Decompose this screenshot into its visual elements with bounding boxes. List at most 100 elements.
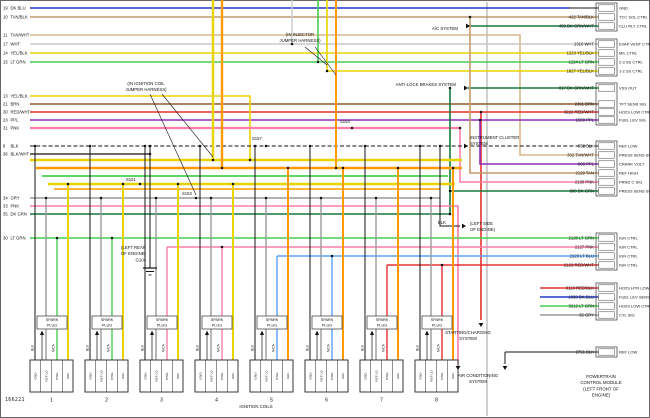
wire	[479, 120, 599, 165]
spark-plug-box	[201, 315, 233, 330]
pcm-title: ENGINE)	[592, 393, 611, 398]
spark-plug-box	[256, 315, 288, 330]
spark-plug-label: PLUG	[432, 324, 442, 328]
pcm-wire-label: 2127 PNK	[575, 245, 594, 250]
coil-number: 5	[270, 398, 273, 404]
pcm-connector-group	[595, 82, 618, 126]
junction-dot	[429, 196, 433, 200]
coil-pin-label: IGN	[66, 373, 70, 379]
left-pin-number: 31	[3, 126, 8, 131]
spark-plug-label: SPARK	[431, 318, 444, 322]
coil-number: 1	[50, 398, 53, 404]
left-pin-color-label: DK BLU	[11, 6, 26, 11]
pcm-wire-label: 1938 DK BLU	[568, 295, 594, 300]
flow-arrow-icon	[464, 143, 468, 149]
junction-dot	[440, 263, 444, 267]
pcm-pin-cell	[598, 67, 615, 75]
pcm-function-label: CRANK VOLT	[619, 162, 645, 167]
wire	[161, 93, 214, 158]
pcm-pin-cell	[598, 84, 615, 92]
wire	[30, 95, 251, 160]
wire-tag: N/CA	[437, 343, 441, 351]
coil-pin-label: REF LO	[154, 370, 158, 382]
spark-plug-box	[36, 315, 68, 330]
pcm-function-label: HO2S LOW CTRL	[619, 110, 650, 115]
annotation-text: IGNITION COILS	[239, 404, 272, 409]
coil-pin-label: GND	[364, 372, 368, 380]
pcm-pin-cell	[598, 293, 615, 301]
left-pin-number: 11	[3, 33, 8, 38]
coil-pin-label: IGN	[396, 373, 400, 379]
junction-dot	[334, 166, 338, 170]
left-pin-number: 23	[3, 118, 8, 123]
junction-dot	[448, 189, 452, 193]
pcm-function-label: REF LOW	[619, 350, 637, 355]
spark-plug-label: SPARK	[156, 318, 169, 322]
junction-dot	[478, 118, 482, 122]
spark-plug-label: SPARK	[211, 318, 224, 322]
junction-dot	[248, 158, 252, 162]
pcm-function-label: GND	[619, 6, 628, 11]
flow-arrow-icon	[502, 366, 508, 370]
spark-plug-label: SPARK	[376, 318, 389, 322]
pcm-title: (LEFT FRONT OF	[583, 386, 619, 391]
junction-dot	[99, 196, 103, 200]
wire	[149, 93, 197, 196]
annotation-text: JUMPER HARNESS)	[279, 38, 321, 43]
splice-label: S154	[340, 119, 350, 124]
coil-number: 7	[380, 398, 383, 404]
spark-plug-label: PLUG	[322, 324, 332, 328]
spark-plug-box	[366, 315, 398, 330]
pcm-connector-group	[595, 282, 618, 321]
annotation-text: OF ENGINE)	[470, 227, 496, 232]
pcm-wire-label: 2130 PNK	[575, 180, 594, 185]
pcm-wire-label: 890 DK GRN	[570, 189, 594, 194]
annotation-text: G104	[135, 257, 146, 262]
junction-dot	[138, 182, 142, 186]
pcm-function-label: 2-3 SS CTRL	[619, 60, 644, 65]
left-pin-number: 19	[3, 6, 8, 11]
junction-dot	[154, 196, 158, 200]
junction-dot	[264, 196, 268, 200]
pcm-function-label: PRESS SENS SIG	[619, 189, 650, 194]
pcm-pin-cell	[598, 22, 615, 30]
pcm-wire-label: 3222 RED/WHT	[564, 110, 594, 115]
coil-pin-label: IGN	[286, 373, 290, 379]
pcm-function-label: VSS OUT	[619, 86, 637, 91]
pcm-connector-group	[595, 346, 618, 358]
annotation-text: (LEFT REAR	[121, 245, 146, 250]
pcm-wire-label: 422 TAN/BLK	[569, 15, 594, 20]
pcm-pin-cell	[598, 261, 615, 269]
pcm-wire-label: 1224 LT GRN	[569, 60, 594, 65]
coil-number: 3	[160, 398, 163, 404]
pcm-pin-cell	[598, 311, 615, 319]
coil-pin-label: GND	[254, 372, 258, 380]
pcm-function-label: 1-2 SS CTRL	[619, 69, 644, 74]
junction-dot	[88, 144, 92, 148]
wire	[30, 205, 459, 364]
spark-plug-label: SPARK	[46, 318, 59, 322]
left-pin-number: 8	[3, 144, 6, 149]
spark-plug-label: SPARK	[321, 318, 334, 322]
junction-dot	[211, 158, 215, 162]
annotation-text: (IN IGNITION COIL	[127, 81, 165, 86]
coil-pin-label: REF LO	[44, 370, 48, 382]
pcm-pin-cell	[598, 178, 615, 186]
pcm-pin-cell	[598, 151, 615, 159]
coil-pin-label: REF LO	[99, 370, 103, 382]
pcm-pin-cell	[598, 58, 615, 66]
pcm-wire-label: 1310 WHT	[574, 42, 594, 47]
pcm-connector-group	[595, 38, 618, 77]
annotation-text: (IN INJECTOR	[286, 32, 314, 37]
junction-dot	[33, 144, 37, 148]
left-pin-color-label: LT GRN	[11, 60, 26, 65]
pcm-function-label: PRND C SIG	[619, 180, 642, 185]
pcm-wire-label: 2128 LT GRN	[569, 236, 594, 241]
junction-dot	[110, 236, 114, 240]
flow-arrow-icon	[464, 85, 468, 91]
pcm-title: POWERTRAIN	[586, 374, 616, 379]
pcm-wire-label: 2123 LT BLU	[570, 254, 594, 259]
coil-pin-label: CTRL	[220, 372, 224, 380]
junction-dot	[264, 144, 268, 148]
